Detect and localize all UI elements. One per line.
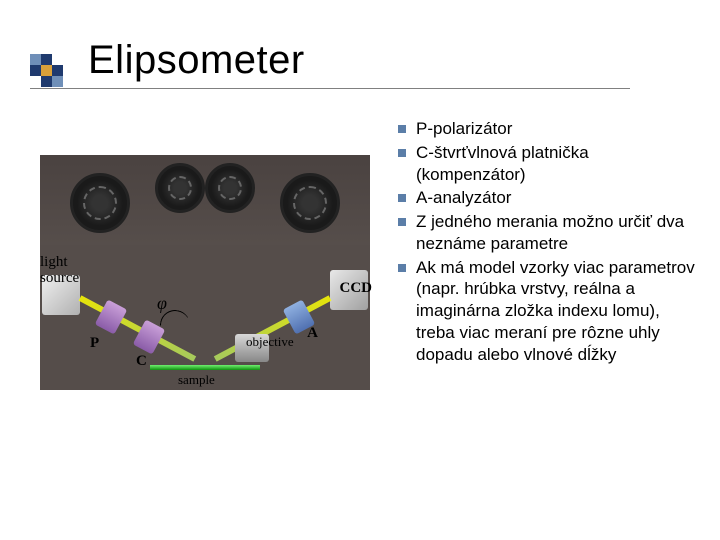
bullet-icon	[398, 125, 406, 133]
bullet-text: Z jedného merania možno určiť dva neznám…	[416, 211, 698, 255]
bullet-text: Ak má model vzorky viac parametrov (napr…	[416, 257, 698, 366]
list-item: Z jedného merania možno určiť dva neznám…	[398, 211, 698, 255]
title-underline	[30, 88, 630, 89]
bullet-list: P-polarizátor C-štvrťvlnová platnička (k…	[398, 118, 698, 367]
gear-icon	[155, 163, 205, 213]
bullet-text: P-polarizátor	[416, 118, 512, 140]
slide-title-region: Elipsometer	[88, 38, 305, 83]
slide-title: Elipsometer	[88, 38, 305, 83]
list-item: P-polarizátor	[398, 118, 698, 140]
label-a: A	[307, 325, 318, 342]
sample-surface	[150, 365, 260, 370]
label-p: P	[90, 335, 99, 352]
list-item: C-štvrťvlnová platnička (kompenzátor)	[398, 142, 698, 186]
bullet-icon	[398, 218, 406, 226]
bullet-text: C-štvrťvlnová platnička (kompenzátor)	[416, 142, 698, 186]
gear-icon	[70, 173, 130, 233]
label-c: C	[136, 353, 147, 370]
label-sample: sample	[178, 372, 215, 388]
list-item: A-analyzátor	[398, 187, 698, 209]
label-ccd: CCD	[340, 280, 373, 297]
bullet-text: A-analyzátor	[416, 187, 511, 209]
list-item: Ak má model vzorky viac parametrov (napr…	[398, 257, 698, 366]
label-light-source: light source	[40, 255, 79, 287]
gear-icon	[280, 173, 340, 233]
ellipsometer-diagram: light source CCD P C A objective sample …	[40, 155, 370, 390]
bullet-icon	[398, 194, 406, 202]
bullet-icon	[398, 264, 406, 272]
gear-icon	[205, 163, 255, 213]
label-phi: φ	[157, 293, 167, 314]
bullet-icon	[398, 149, 406, 157]
label-objective: objective	[246, 334, 294, 350]
